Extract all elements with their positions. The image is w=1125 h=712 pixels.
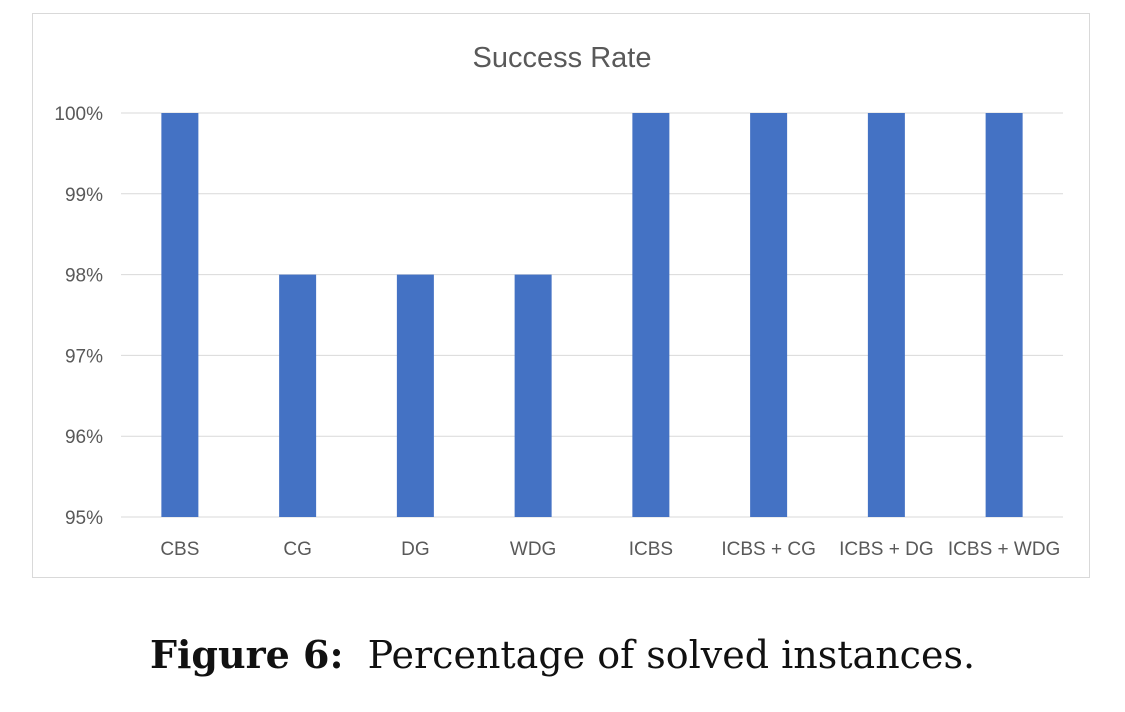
bar xyxy=(396,274,434,517)
bar-chart: Success Rate 95% 96% 97% 98% 99% 100% CBS CG DG… xyxy=(54,42,1063,560)
y-tick-label: 95% xyxy=(65,508,103,529)
x-category-label: WDG xyxy=(510,539,556,560)
bar xyxy=(514,274,552,517)
chart-title: Success Rate xyxy=(473,42,652,74)
bar xyxy=(750,113,788,517)
x-category-label: DG xyxy=(401,539,430,560)
x-axis-labels: CBS CG DG WDG ICBS ICBS + CG ICBS + DG ICBS + W… xyxy=(160,539,1060,560)
y-tick-label: 100% xyxy=(54,104,103,125)
y-tick-label: 99% xyxy=(65,185,103,206)
x-category-label: ICBS + DG xyxy=(839,539,934,560)
figure-caption: Figure 6: Percentage of solved instances… xyxy=(0,632,1125,677)
chart-container: Success Rate 95% 96% 97% 98% 99% 100% CBS CG DG… xyxy=(32,13,1090,578)
x-category-label: ICBS + CG xyxy=(721,539,816,560)
x-category-label: CG xyxy=(283,539,312,560)
y-tick-label: 98% xyxy=(65,266,103,287)
x-category-label: ICBS xyxy=(629,539,673,560)
y-axis-ticks: 95% 96% 97% 98% 99% 100% xyxy=(54,104,103,529)
bar xyxy=(867,113,905,517)
gridlines xyxy=(121,112,1063,518)
caption-label: Figure 6: xyxy=(149,632,344,677)
bar xyxy=(632,113,670,517)
x-category-label: CBS xyxy=(160,539,199,560)
bar xyxy=(279,274,317,517)
x-category-label: ICBS + WDG xyxy=(948,539,1060,560)
y-tick-label: 97% xyxy=(65,346,103,367)
bars xyxy=(161,113,1023,517)
bar xyxy=(161,113,199,517)
bar xyxy=(985,113,1023,517)
caption-text: Percentage of solved instances. xyxy=(367,633,976,677)
y-tick-label: 96% xyxy=(65,427,103,448)
